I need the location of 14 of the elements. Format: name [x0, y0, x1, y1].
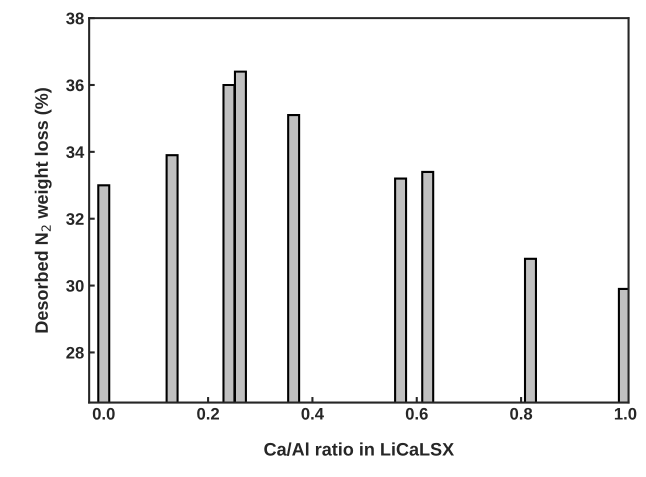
- x-axis-title: Ca/Al ratio in LiCaLSX: [264, 442, 454, 456]
- x-tick-label: 1.0: [614, 408, 636, 420]
- y-tick-label: 32: [66, 213, 84, 225]
- x-tick-label: 0.2: [197, 408, 220, 420]
- x-tick-label: 0.6: [406, 408, 428, 420]
- y-tick-label: 38: [66, 12, 84, 24]
- x-tick-label: 0.4: [302, 408, 324, 420]
- y-tick-label: 36: [66, 79, 84, 92]
- y-tick-label: 34: [66, 146, 84, 158]
- y-axis-title: Desorbed N$_{2}$ weight loss (%): [34, 88, 52, 332]
- x-tick-label: 0.0: [92, 408, 115, 420]
- y-tick-label: 30: [66, 280, 84, 292]
- y-tick-label: 28: [66, 346, 84, 359]
- x-tick-label: 0.8: [510, 408, 532, 420]
